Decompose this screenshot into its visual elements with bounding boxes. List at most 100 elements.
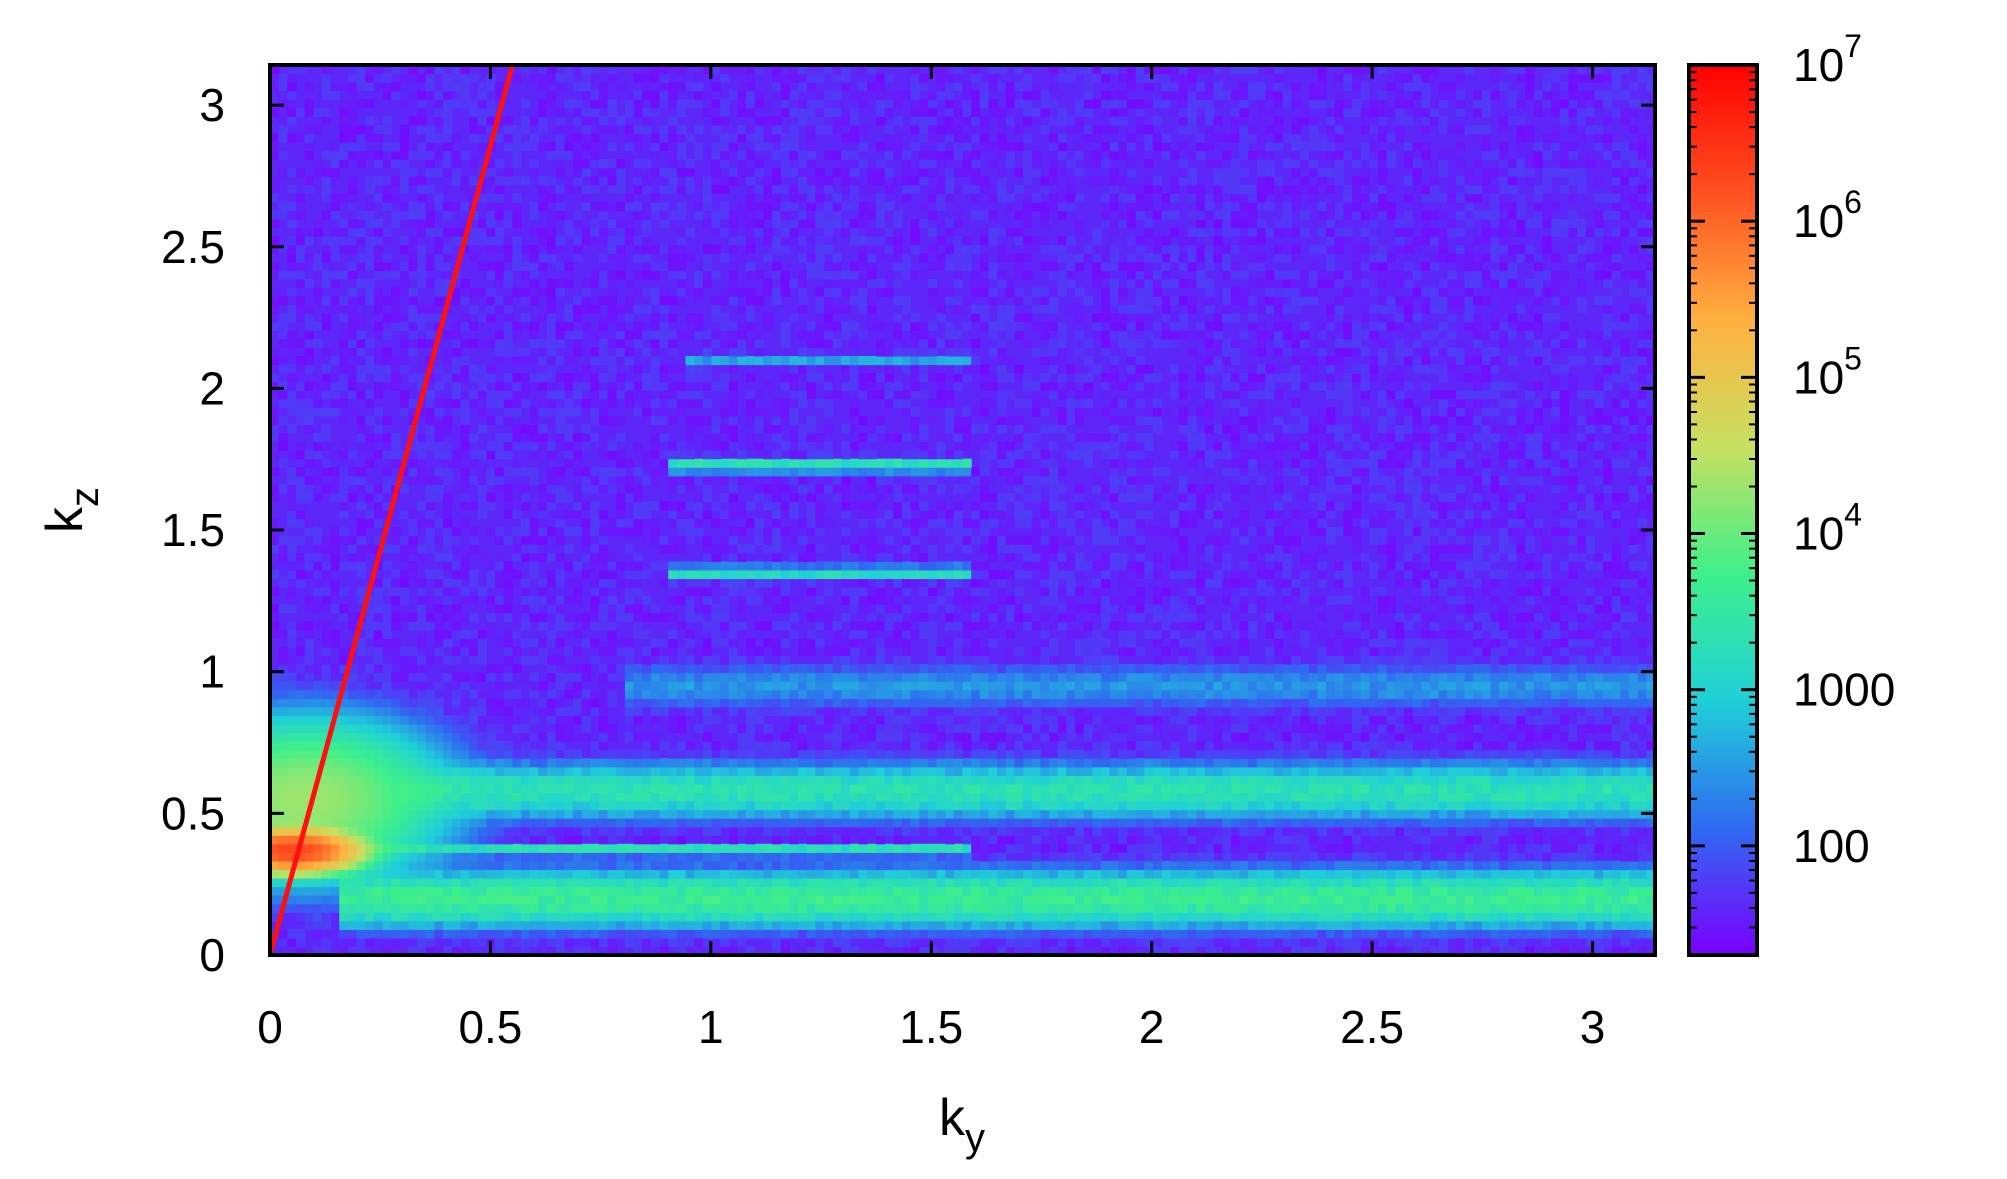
heatmap-cell [1481, 706, 1492, 716]
heatmap-cell [962, 929, 972, 939]
heatmap-cell [521, 852, 531, 862]
heatmap-cell [529, 843, 539, 853]
heatmap-cell [737, 800, 747, 811]
heatmap-cell [676, 877, 687, 888]
heatmap-cell [1317, 783, 1327, 794]
heatmap-cell [460, 800, 470, 811]
heatmap-cell [1274, 920, 1284, 930]
heatmap-cell [1594, 715, 1604, 725]
heatmap-cell [1326, 920, 1336, 930]
heatmap-cell [547, 664, 557, 674]
heatmap-cell [1516, 715, 1526, 725]
heatmap-cell [901, 886, 912, 896]
heatmap-cell [1516, 689, 1526, 699]
heatmap-cell [1282, 886, 1293, 896]
heatmap-cell [806, 749, 816, 759]
heatmap-cell [1551, 792, 1561, 802]
heatmap-cell [347, 800, 358, 811]
heatmap-cell [503, 835, 513, 845]
heatmap-cell [849, 946, 860, 955]
heatmap-cell [1204, 758, 1215, 768]
heatmap-cell [1629, 860, 1639, 871]
heatmap-cell [650, 903, 661, 913]
heatmap-cell [278, 664, 288, 674]
heatmap-cell [1499, 809, 1509, 819]
heatmap-cell [685, 672, 695, 682]
heatmap-cell [1481, 698, 1492, 708]
heatmap-cell [806, 835, 816, 845]
heatmap-cell [1360, 886, 1370, 896]
heatmap-cell [849, 723, 860, 734]
heatmap-cell [1542, 792, 1552, 802]
heatmap-cell [347, 715, 358, 725]
heatmap-cell [659, 843, 669, 853]
heatmap-cell [659, 706, 669, 716]
heatmap-cell [694, 929, 704, 939]
heatmap-cell [330, 826, 340, 836]
heatmap-cell [901, 655, 912, 665]
heatmap-cell [1637, 792, 1647, 802]
heatmap-cell [313, 681, 323, 691]
heatmap-cell [1014, 929, 1024, 939]
heatmap-cell [1239, 698, 1249, 708]
heatmap-cell [1455, 912, 1466, 922]
heatmap-cell [841, 681, 851, 691]
heatmap-cell [443, 920, 453, 930]
heatmap-cell [1092, 818, 1102, 828]
heatmap-cell [1620, 877, 1630, 888]
heatmap-cell [1248, 792, 1258, 802]
heatmap-cell [685, 792, 695, 802]
heatmap-cell [408, 843, 418, 853]
heatmap-cell [1412, 681, 1422, 691]
heatmap-cell [1239, 809, 1249, 819]
heatmap-cell [1369, 723, 1379, 734]
heatmap-cell [356, 843, 366, 853]
heatmap-cell [1533, 715, 1544, 725]
heatmap-cell [953, 929, 964, 939]
heatmap-cell [529, 775, 539, 785]
heatmap-cell [650, 766, 661, 776]
heatmap-cell [1005, 946, 1016, 955]
heatmap-cell [1343, 843, 1353, 853]
heatmap-cell [295, 937, 306, 948]
heatmap-cell [399, 646, 410, 657]
heatmap-cell [330, 886, 340, 896]
heatmap-cell [815, 869, 825, 879]
heatmap-cell [1291, 852, 1301, 862]
heatmap-cell [356, 877, 366, 888]
heatmap-cell [763, 809, 773, 819]
heatmap-cell [382, 646, 392, 657]
heatmap-cell [408, 715, 418, 725]
heatmap-cell [1014, 869, 1024, 879]
heatmap-cell [365, 920, 375, 930]
heatmap-cell [1637, 758, 1647, 768]
heatmap-cell [581, 920, 591, 930]
heatmap-cell [1620, 672, 1630, 682]
heatmap-cell [1585, 775, 1596, 785]
heatmap-cell [477, 646, 488, 657]
heatmap-cell [746, 672, 756, 682]
heatmap-cell [1282, 877, 1293, 888]
heatmap-cell [1603, 903, 1613, 913]
heatmap-cell [616, 783, 626, 794]
heatmap-cell [460, 886, 470, 896]
heatmap-cell [1542, 689, 1552, 699]
heatmap-cell [529, 732, 539, 742]
heatmap-cell [979, 869, 990, 879]
heatmap-cell [1317, 715, 1327, 725]
heatmap-cell [737, 869, 747, 879]
heatmap-cell [624, 818, 635, 828]
heatmap-cell [382, 698, 392, 708]
heatmap-cell [270, 903, 280, 913]
heatmap-cell [884, 723, 894, 734]
heatmap-cell [1126, 852, 1137, 862]
heatmap-cell [1629, 792, 1639, 802]
heatmap-cell [1490, 715, 1500, 725]
heatmap-cell [270, 758, 280, 768]
heatmap-cell [512, 937, 522, 948]
heatmap-cell [875, 929, 886, 939]
heatmap-cell [702, 706, 713, 716]
heatmap-cell [1369, 826, 1379, 836]
heatmap-cell [1629, 835, 1639, 845]
heatmap-cell [1395, 775, 1405, 785]
